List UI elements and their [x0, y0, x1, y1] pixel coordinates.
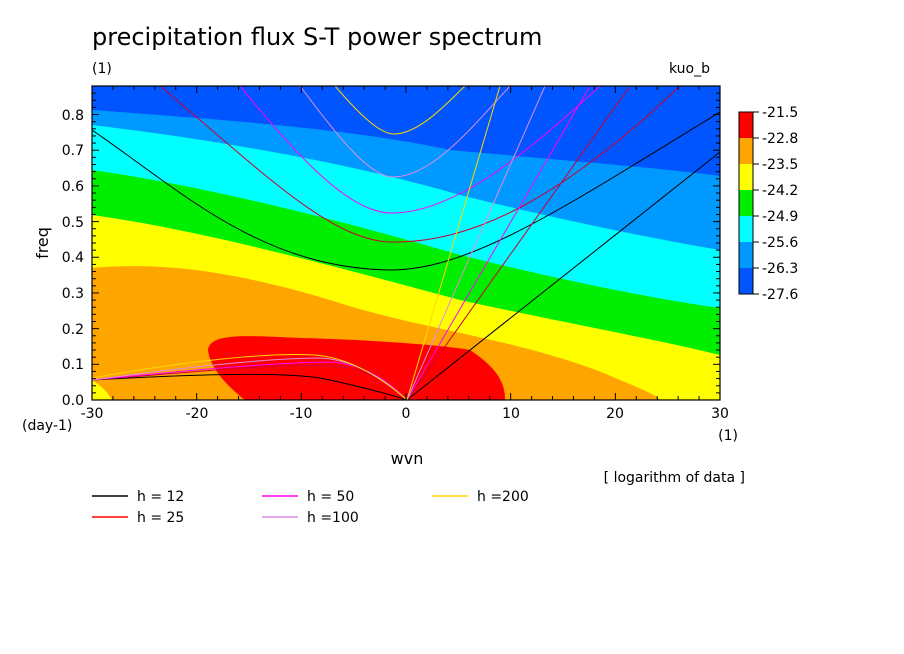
colorbar-swatch	[739, 164, 753, 190]
band-red	[208, 336, 505, 400]
colorbar-label: -26.3	[762, 261, 798, 277]
colorbar-label: -22.8	[762, 131, 798, 147]
y-tick-label: 0.4	[62, 250, 84, 266]
y-tick-label: 0.5	[62, 215, 84, 231]
x-unit-label: (1)	[718, 428, 738, 444]
curve-h25-kelvin	[406, 86, 631, 400]
band-yellow-corner	[92, 380, 112, 400]
curve-h12-kelvin	[406, 151, 720, 400]
y-tick-label: 0.8	[62, 108, 84, 124]
curve-h50-kelvin	[406, 86, 591, 400]
legend-label-h50: h = 50	[307, 489, 354, 505]
y-tick-label: 0.2	[62, 322, 84, 338]
curve-h50-upper	[239, 86, 601, 214]
y-tick-label: 0.1	[62, 357, 84, 373]
y-axis-title: freq	[33, 227, 52, 259]
legend: h = 12 h = 25 h = 50 h =100 h =200	[92, 489, 529, 526]
curve-h12-upper	[92, 111, 720, 271]
x-tick-label: 10	[502, 406, 520, 422]
colorbar-label: -27.6	[762, 287, 798, 303]
dispersion-curves	[92, 86, 720, 400]
x-tick-label: 20	[606, 406, 624, 422]
chart-title: precipitation flux S-T power spectrum	[92, 23, 542, 51]
x-tick-label: -20	[186, 406, 209, 422]
y-unit-label: (day-1)	[22, 418, 72, 434]
filled-contours	[92, 86, 720, 400]
legend-label-h100: h =100	[307, 510, 359, 526]
curve-h100-upper	[299, 86, 511, 178]
colorbar-label: -21.5	[762, 105, 798, 121]
curve-h200-kelvin	[406, 86, 501, 400]
colorbar-swatch	[739, 216, 753, 242]
y-tick-label: 0.3	[62, 286, 84, 302]
colorbar-swatch	[739, 138, 753, 164]
y-tick-label: 0.0	[62, 393, 84, 409]
subtitle-units: (1)	[92, 61, 112, 77]
colorbar-label: -24.9	[762, 209, 798, 225]
run-label: kuo_b	[669, 61, 710, 77]
legend-label-h12: h = 12	[137, 489, 184, 505]
x-tick-label: -30	[81, 406, 104, 422]
x-tick-label: -10	[290, 406, 313, 422]
colorbar-swatch	[739, 190, 753, 216]
y-tick-label: 0.7	[62, 143, 84, 159]
colorbar-label: -23.5	[762, 157, 798, 173]
curve-h12-lower	[92, 373, 408, 400]
colorbar-label: -24.2	[762, 183, 798, 199]
x-tick-labels: -30 -20 -10 0 10 20 30	[81, 406, 729, 422]
colorbar-swatch	[739, 112, 753, 138]
curve-h25-upper	[159, 86, 681, 243]
curve-h200-lower	[92, 354, 408, 400]
colorbar-swatch	[739, 268, 753, 294]
x-tick-label: 30	[711, 406, 729, 422]
colorbar-frame	[738, 111, 754, 295]
legend-label-h25: h = 25	[137, 510, 184, 526]
log-note: [ logarithm of data ]	[604, 470, 745, 486]
curve-h200-upper	[334, 86, 466, 135]
x-axis-title: wvn	[391, 449, 424, 468]
legend-label-h200: h =200	[477, 489, 529, 505]
colorbar-label: -25.6	[762, 235, 798, 251]
y-tick-label: 0.6	[62, 179, 84, 195]
x-tick-label: 0	[402, 406, 411, 422]
colorbar-swatch	[739, 242, 753, 268]
colorbar: -21.5 -22.8 -23.5 -24.2 -24.9 -25.6 -26.…	[738, 105, 798, 303]
curve-h100-kelvin	[406, 86, 546, 400]
curve-h50-lower	[92, 361, 408, 400]
axis-ticks	[91, 85, 721, 401]
y-tick-labels: 0.0 0.1 0.2 0.3 0.4 0.5 0.6 0.7 0.8	[62, 108, 84, 409]
